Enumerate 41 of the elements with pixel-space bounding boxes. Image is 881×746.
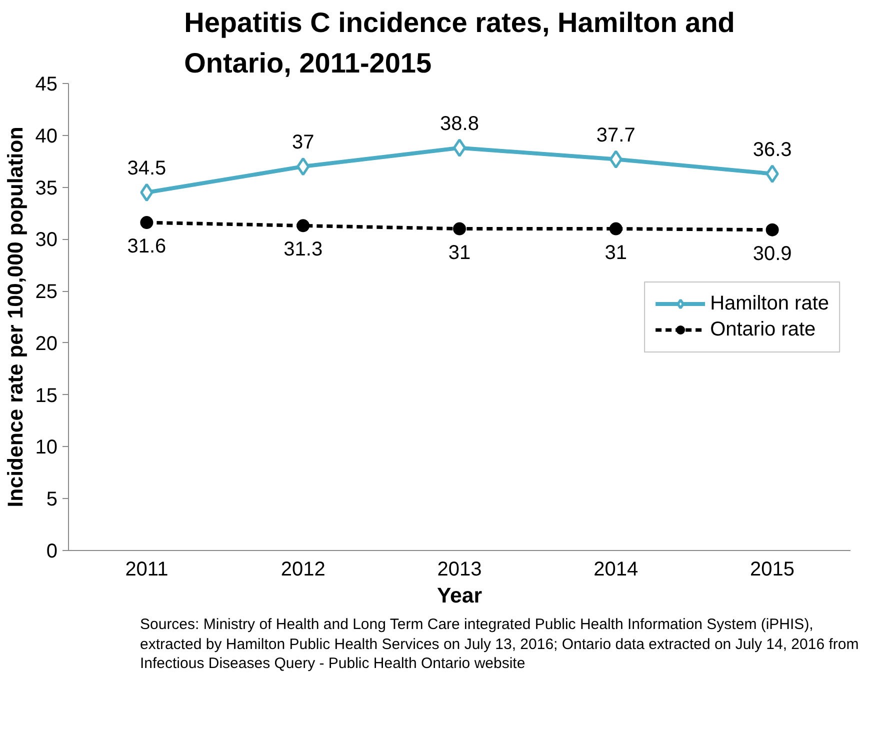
point [140,183,154,202]
x-tick-label: 2012 [280,558,326,580]
data-label: 36.3 [752,138,792,161]
y-tick-label: 40 [35,125,58,148]
x-tick-label: 2014 [594,558,638,580]
y-tick-label: 30 [35,229,58,252]
point [609,222,622,236]
point [140,216,154,230]
data-label: 37.7 [596,124,636,146]
data-label: 31 [448,242,471,264]
legend-label: Hamilton rate [710,292,829,315]
y-tick-label: 35 [35,177,58,200]
point [609,150,622,169]
y-tick-label: 5 [46,488,58,511]
x-axis-title: Year [436,584,482,608]
data-label: 38.8 [440,112,479,135]
chart-title: Hepatitis C incidence rates, Hamilton and Ontario, 2011-2015 [184,7,735,78]
point [766,223,779,236]
legend-label: Ontario rate [710,318,816,341]
data-label: 31 [604,242,628,264]
y-tick-label: 0 [46,540,58,562]
y-tick-label: 25 [35,281,58,304]
point [766,164,779,184]
y-tick-label: 15 [35,384,58,407]
point [296,219,310,232]
point [453,222,466,236]
x-tick-label: 2013 [437,558,482,580]
x-tick-label: 2011 [125,558,168,580]
data-label: 34.5 [127,157,166,180]
data-label: 31.3 [284,238,323,261]
source-note: Sources: Ministry of Health and Long Term Care integrated Public Health Information System (iPHIS), extracted by Hamilton Public Health Services on July 13, 2016; Ontario data extracted on July 14, 2016 from Infectious Diseases Query - Public Health Ontario website [140,615,860,674]
data-label: 30.9 [752,242,792,265]
point [296,157,310,176]
y-tick-label: 10 [35,436,58,459]
x-tick-label: 2015 [750,558,795,580]
y-tick-label: 45 [35,74,58,96]
y-axis-title: Incidence rate per 100,000 population [3,126,28,508]
data-label: 37 [292,132,314,154]
point [452,138,466,158]
data-label: 31.6 [127,236,166,258]
y-tick-label: 20 [35,332,58,355]
